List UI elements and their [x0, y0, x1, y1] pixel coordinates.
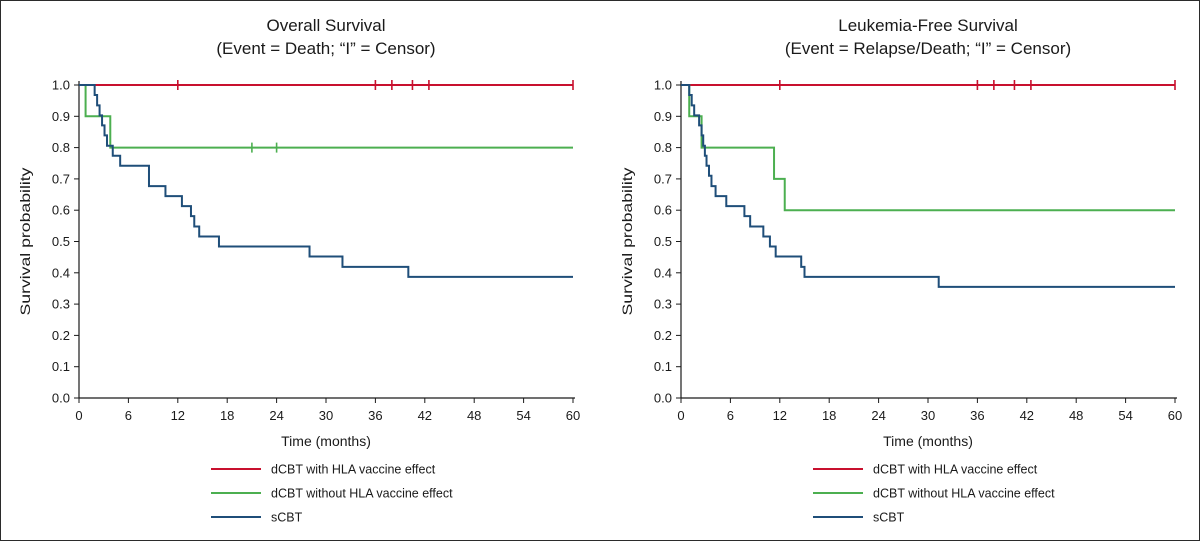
chart-subtitle: (Event = Death; “I” = Censor)	[216, 39, 435, 58]
x-tick-label: 12	[171, 408, 185, 423]
x-tick-label: 0	[75, 408, 82, 423]
legend-label: sCBT	[873, 511, 905, 525]
legend-label: dCBT without HLA vaccine effect	[873, 487, 1055, 501]
legend-label: sCBT	[271, 511, 303, 525]
x-tick-label: 36	[970, 408, 984, 423]
legend-label: dCBT without HLA vaccine effect	[271, 487, 453, 501]
x-tick-label: 0	[677, 408, 684, 423]
chart-panel-2: Leukemia-Free Survival (Event = Relapse/D…	[619, 16, 1182, 525]
y-tick-label: 0.2	[654, 328, 672, 343]
x-axis-label: Time (months)	[281, 433, 371, 449]
y-axis-label: Survival probability	[17, 168, 33, 316]
x-tick-label: 42	[1020, 408, 1034, 423]
y-tick-label: 0.8	[52, 140, 70, 155]
km-curve	[681, 84, 1175, 212]
y-tick-label: 0.7	[654, 171, 672, 186]
x-tick-label: 42	[418, 408, 432, 423]
x-tick-label: 48	[467, 408, 481, 423]
chart-title: Leukemia-Free Survival	[838, 16, 1018, 35]
y-tick-label: 0.1	[654, 359, 672, 374]
x-tick-label: 30	[921, 408, 935, 423]
x-tick-label: 24	[269, 408, 283, 423]
y-tick-label: 0.5	[654, 234, 672, 249]
x-tick-label: 12	[773, 408, 787, 423]
km-curve	[79, 84, 573, 149]
y-tick-label: 0.8	[654, 140, 672, 155]
y-tick-label: 0.2	[52, 328, 70, 343]
chart-title: Overall Survival	[266, 16, 385, 35]
legend-label: dCBT with HLA vaccine effect	[873, 463, 1038, 477]
km-curve	[79, 84, 573, 278]
y-tick-label: 0.3	[654, 297, 672, 312]
y-tick-label: 0.6	[52, 203, 70, 218]
x-axis-label: Time (months)	[883, 433, 973, 449]
y-tick-label: 0.3	[52, 297, 70, 312]
x-tick-label: 54	[516, 408, 530, 423]
x-tick-label: 48	[1069, 408, 1083, 423]
x-tick-label: 24	[871, 408, 885, 423]
y-tick-label: 0.7	[52, 171, 70, 186]
y-tick-label: 0.6	[654, 203, 672, 218]
y-tick-label: 0.5	[52, 234, 70, 249]
chart-subtitle: (Event = Relapse/Death; “I” = Censor)	[785, 39, 1071, 58]
x-tick-label: 36	[368, 408, 382, 423]
x-tick-label: 54	[1118, 408, 1132, 423]
y-tick-label: 1.0	[654, 78, 672, 93]
y-axis-label: Survival probability	[619, 168, 635, 316]
km-curve	[681, 84, 1175, 288]
y-tick-label: 0.9	[654, 109, 672, 124]
x-tick-label: 18	[220, 408, 234, 423]
x-tick-label: 18	[822, 408, 836, 423]
chart-panel-1: Overall Survival (Event = Death; “I” = Ce…	[17, 16, 580, 525]
y-tick-label: 0.4	[52, 265, 70, 280]
y-tick-label: 0.4	[654, 265, 672, 280]
y-tick-label: 1.0	[52, 78, 70, 93]
x-tick-label: 30	[319, 408, 333, 423]
x-tick-label: 6	[727, 408, 734, 423]
y-tick-label: 0.9	[52, 109, 70, 124]
x-tick-label: 6	[125, 408, 132, 423]
y-tick-label: 0.0	[654, 391, 672, 406]
x-tick-label: 60	[566, 408, 580, 423]
y-tick-label: 0.0	[52, 391, 70, 406]
y-tick-label: 0.1	[52, 359, 70, 374]
x-tick-label: 60	[1168, 408, 1182, 423]
legend-label: dCBT with HLA vaccine effect	[271, 463, 436, 477]
